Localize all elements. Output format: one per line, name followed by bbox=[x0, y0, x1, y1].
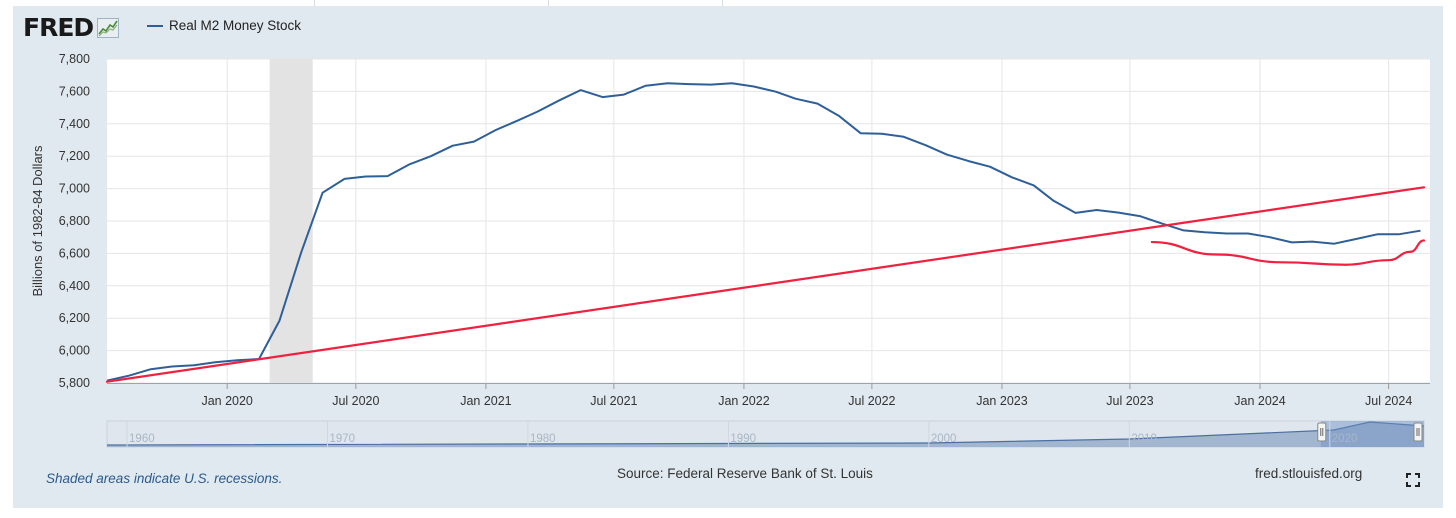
x-tick-label: Jan 2023 bbox=[976, 394, 1027, 408]
logo-text: FRED bbox=[23, 13, 94, 42]
navigator-series-area bbox=[107, 422, 1424, 447]
y-tick-label: 7,800 bbox=[59, 52, 90, 66]
top-strip bbox=[0, 0, 1456, 6]
x-tick-label: Jan 2022 bbox=[718, 394, 769, 408]
navigator-handle-grip bbox=[1413, 422, 1423, 442]
y-tick-label: 7,600 bbox=[59, 84, 90, 98]
y-axis-title: Billions of 1982-84 Dollars bbox=[30, 145, 45, 297]
x-tick-label: Jan 2024 bbox=[1234, 394, 1285, 408]
fred-logo[interactable]: FRED bbox=[23, 13, 120, 42]
y-tick-label: 5,800 bbox=[59, 376, 90, 390]
navigator-handle-grip bbox=[1317, 422, 1327, 442]
navigator-year-label: 2000 bbox=[931, 433, 957, 445]
site-link[interactable]: fred.stlouisfed.org bbox=[1255, 466, 1363, 481]
y-tick-label: 6,600 bbox=[59, 246, 90, 260]
recession-shading bbox=[269, 59, 313, 383]
recession-note: Shaded areas indicate U.S. recessions. bbox=[46, 471, 283, 486]
y-tick-label: 6,000 bbox=[59, 344, 90, 358]
navigator-track[interactable] bbox=[106, 420, 1425, 448]
navigator-year-label: 1980 bbox=[530, 433, 556, 445]
chart-trend-icon bbox=[97, 18, 120, 38]
x-tick-label: Jul 2024 bbox=[1365, 394, 1412, 408]
top-divider bbox=[548, 0, 549, 6]
x-tick-label: Jul 2022 bbox=[848, 394, 895, 408]
navigator-selection[interactable] bbox=[1320, 421, 1424, 447]
navigator-year-label: 1990 bbox=[730, 433, 756, 445]
x-tick-label: Jan 2020 bbox=[201, 394, 252, 408]
y-tick-label: 6,400 bbox=[59, 279, 90, 293]
y-tick-label: 6,200 bbox=[59, 311, 90, 325]
source-text: Source: Federal Reserve Bank of St. Loui… bbox=[617, 466, 873, 481]
navigator-handle[interactable] bbox=[1413, 422, 1423, 442]
chart-legend[interactable]: Real M2 Money Stock bbox=[147, 18, 301, 33]
y-tick-label: 7,200 bbox=[59, 149, 90, 163]
x-tick-label: Jul 2021 bbox=[590, 394, 637, 408]
trend-curve-overlay bbox=[1150, 239, 1426, 266]
navigator-year-label: 1970 bbox=[330, 433, 356, 445]
navigator-year-label: 1960 bbox=[129, 433, 155, 445]
navigator-year-label: 2010 bbox=[1131, 433, 1157, 445]
navigator-year-label: 2020 bbox=[1332, 433, 1358, 445]
fullscreen-icon[interactable] bbox=[1406, 473, 1420, 487]
y-tick-label: 7,400 bbox=[59, 117, 90, 131]
y-tick-label: 7,000 bbox=[59, 182, 90, 196]
x-tick-label: Jul 2023 bbox=[1106, 394, 1153, 408]
navigator-handle[interactable] bbox=[1317, 422, 1327, 442]
x-tick-label: Jan 2021 bbox=[460, 394, 511, 408]
top-divider bbox=[722, 0, 723, 6]
y-tick-label: 6,800 bbox=[59, 214, 90, 228]
legend-label: Real M2 Money Stock bbox=[169, 18, 302, 33]
series-line-real-m2[interactable] bbox=[106, 82, 1421, 382]
top-divider bbox=[314, 0, 315, 6]
navigator-series-line bbox=[106, 421, 1425, 446]
trend-line-overlay bbox=[105, 186, 1426, 383]
legend-swatch bbox=[147, 24, 163, 27]
x-tick-label: Jul 2020 bbox=[332, 394, 379, 408]
